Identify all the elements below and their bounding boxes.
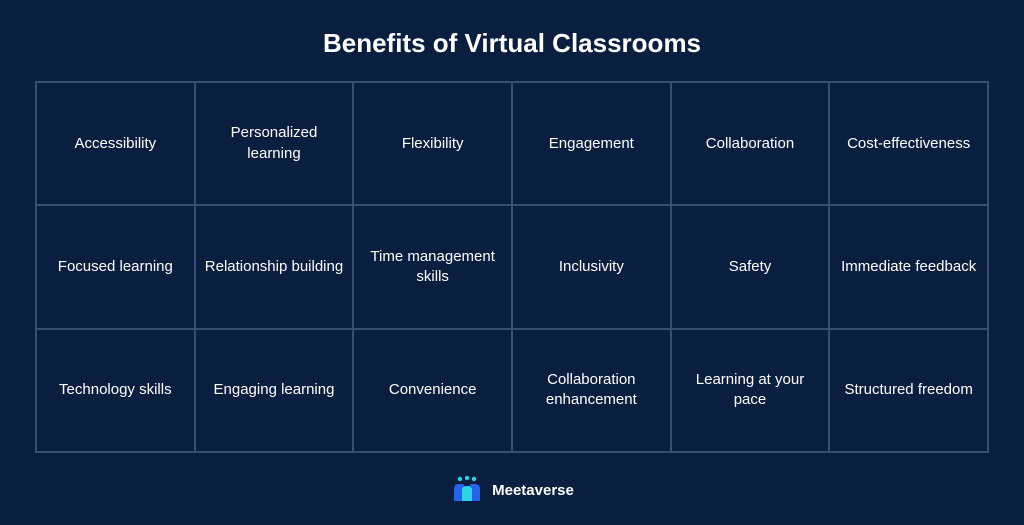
page-title: Benefits of Virtual Classrooms <box>323 28 701 59</box>
grid-cell: Personalized learning <box>195 82 354 205</box>
grid-cell: Accessibility <box>36 82 195 205</box>
grid-cell: Engaging learning <box>195 329 354 452</box>
grid-cell: Technology skills <box>36 329 195 452</box>
brand-name: Meetaverse <box>492 482 574 499</box>
footer-brand: Meetaverse <box>450 475 574 505</box>
grid-cell: Convenience <box>353 329 512 452</box>
grid-cell: Learning at your pace <box>671 329 830 452</box>
grid-cell: Safety <box>671 205 830 328</box>
grid-cell: Focused learning <box>36 205 195 328</box>
grid-cell: Cost-effectiveness <box>829 82 988 205</box>
grid-cell: Relationship building <box>195 205 354 328</box>
grid-cell: Time management skills <box>353 205 512 328</box>
grid-cell: Collaboration enhancement <box>512 329 671 452</box>
grid-cell: Structured freedom <box>829 329 988 452</box>
grid-cell: Inclusivity <box>512 205 671 328</box>
grid-cell: Immediate feedback <box>829 205 988 328</box>
grid-cell: Engagement <box>512 82 671 205</box>
benefits-grid: Accessibility Personalized learning Flex… <box>35 81 989 453</box>
grid-cell: Collaboration <box>671 82 830 205</box>
meetaverse-logo-icon <box>450 475 484 505</box>
grid-cell: Flexibility <box>353 82 512 205</box>
